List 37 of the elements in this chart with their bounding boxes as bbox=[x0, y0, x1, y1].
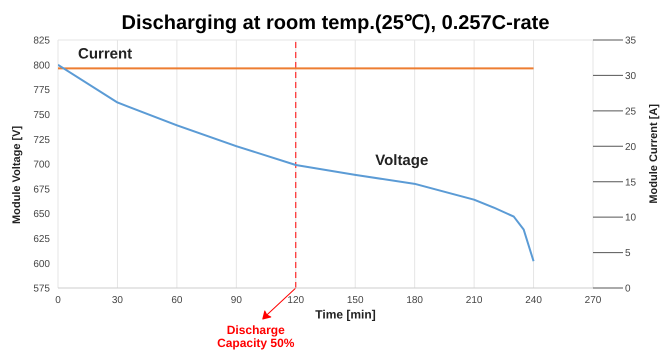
series-label: Voltage bbox=[375, 152, 428, 169]
y-tick-label: 600 bbox=[33, 258, 50, 270]
y2-tick-label: 10 bbox=[625, 212, 637, 224]
y-tick-label: 625 bbox=[33, 234, 50, 245]
y2-tick-label: 20 bbox=[625, 142, 637, 153]
y2-tick-label: 25 bbox=[625, 106, 637, 118]
x-tick-label: 150 bbox=[346, 295, 364, 306]
x-tick-label: 180 bbox=[406, 295, 424, 306]
y2-tick-label: 0 bbox=[625, 284, 631, 295]
y-tick-label: 775 bbox=[33, 85, 50, 96]
x-axis-title: Time [min] bbox=[315, 308, 376, 322]
y-tick-label: 675 bbox=[33, 184, 50, 196]
x-tick-label: 210 bbox=[466, 295, 483, 306]
y-tick-label: 825 bbox=[33, 36, 50, 47]
y-tick-label: 800 bbox=[33, 60, 50, 72]
y-axis-title: Module Voltage [V] bbox=[10, 125, 23, 224]
y-tick-label: 700 bbox=[33, 160, 50, 171]
x-tick-label: 0 bbox=[55, 295, 62, 306]
x-tick-label: 90 bbox=[230, 295, 242, 306]
x-tick-label: 60 bbox=[171, 295, 183, 306]
x-tick-label: 120 bbox=[287, 295, 305, 306]
y2-tick-label: 5 bbox=[625, 248, 631, 260]
ref-line-label: Discharge Capacity 50% bbox=[217, 323, 295, 350]
line-series bbox=[58, 64, 535, 262]
y2-tick-label: 30 bbox=[625, 70, 637, 82]
x-tick-label: 30 bbox=[112, 295, 124, 306]
y2-tick-label: 15 bbox=[625, 177, 637, 188]
y2-axis-title: Module Current [A] bbox=[648, 104, 660, 204]
y-tick-label: 650 bbox=[33, 209, 50, 220]
series-label: Current bbox=[78, 45, 132, 62]
y-tick-label: 750 bbox=[33, 110, 50, 121]
x-tick-label: 240 bbox=[525, 295, 542, 306]
x-tick-label: 270 bbox=[584, 295, 602, 306]
y2-tick-label: 35 bbox=[625, 36, 637, 47]
y-tick-label: 575 bbox=[33, 284, 50, 295]
y-tick-label: 725 bbox=[33, 134, 50, 146]
chart-title: Discharging at room temp.(25℃), 0.257C-rate bbox=[120, 11, 550, 34]
